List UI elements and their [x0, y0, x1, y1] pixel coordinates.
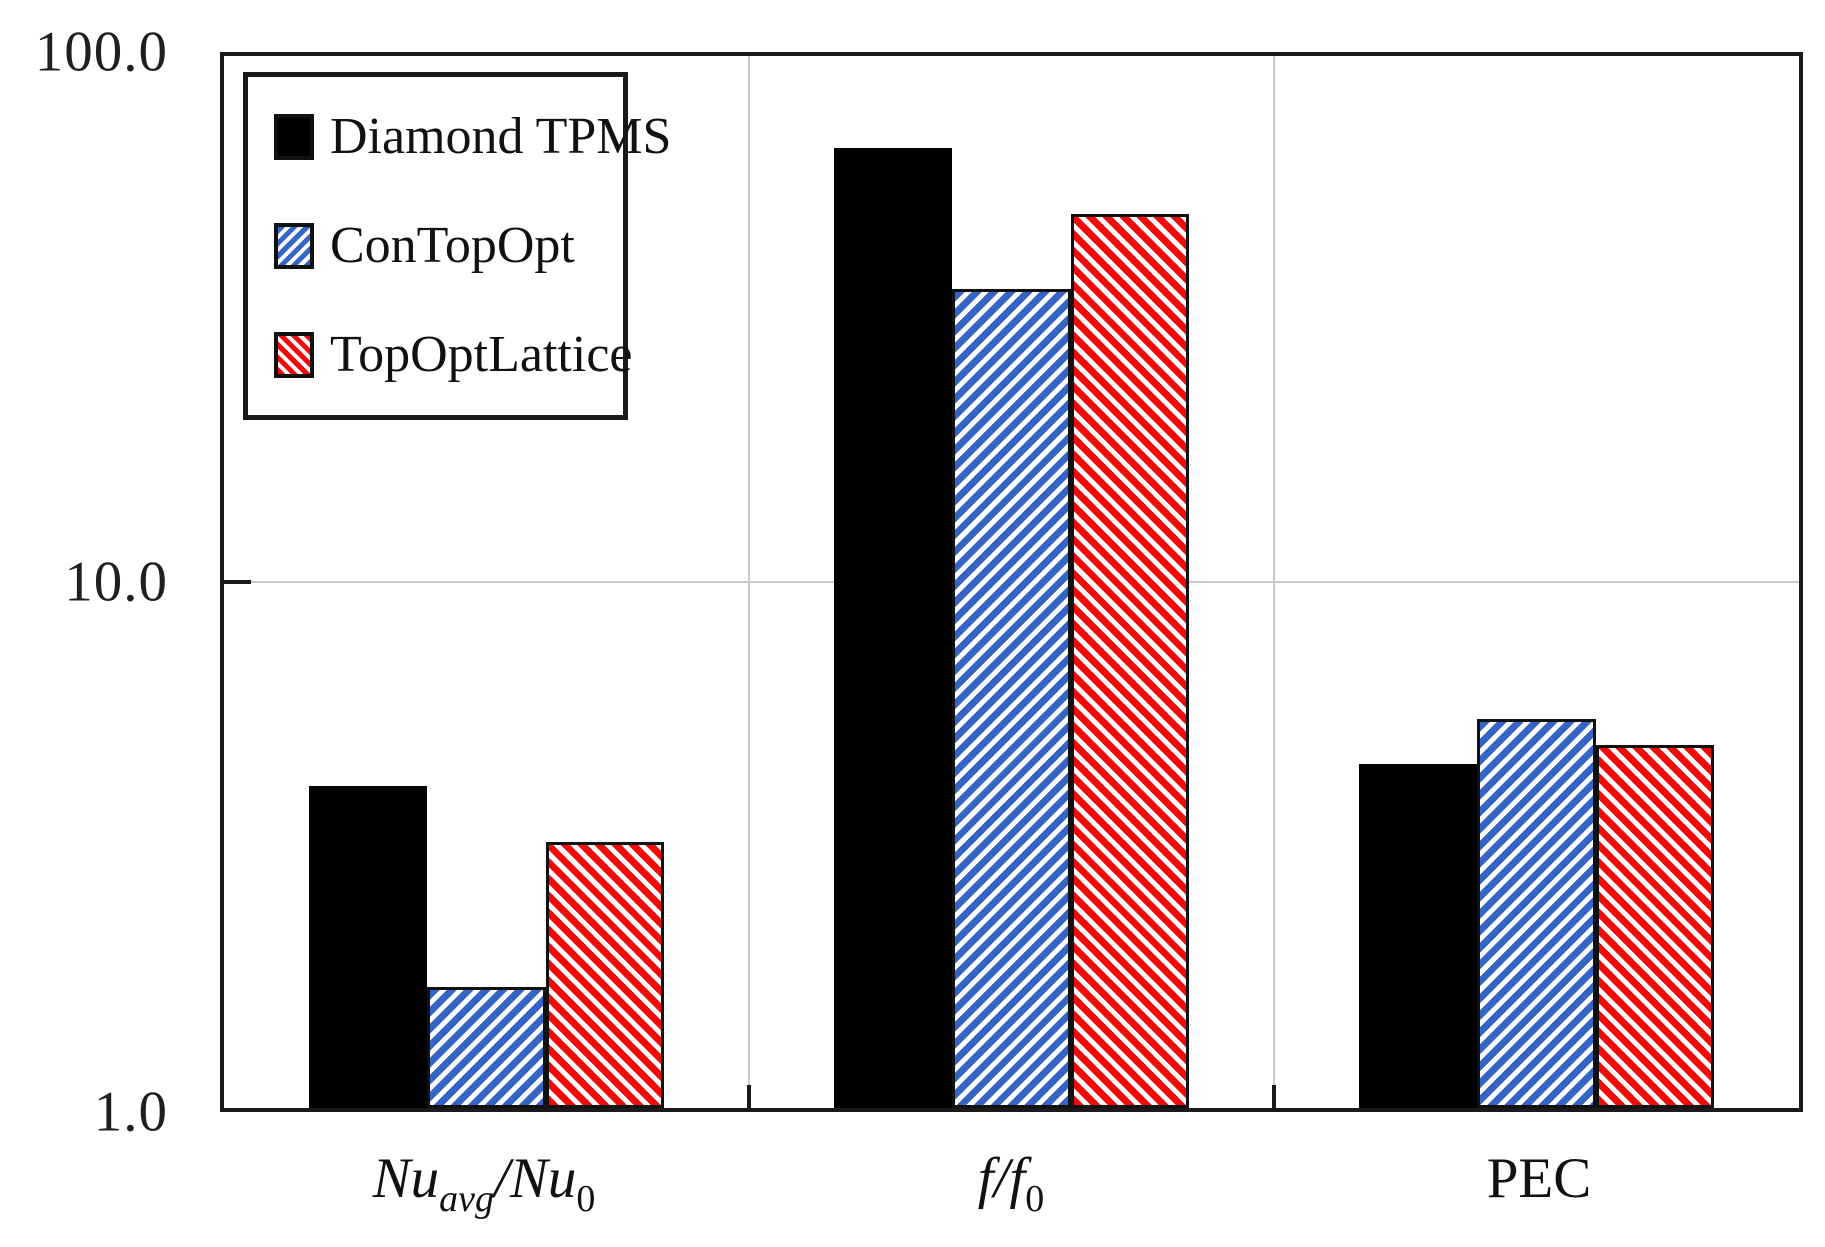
- label-part: f: [977, 1147, 994, 1210]
- legend: Diamond TPMS ConTopOpt TopOptLattice: [243, 72, 671, 420]
- x-axis-tickmark-1: [746, 1085, 751, 1108]
- label-part: f: [1009, 1147, 1026, 1210]
- legend-swatch-solid-black-icon: [274, 114, 314, 161]
- legend-item-diamond-tpms: Diamond TPMS: [274, 111, 671, 163]
- x-axis-label-f-f0: f/f0: [977, 1147, 1045, 1218]
- label-part: PEC: [1486, 1147, 1592, 1210]
- bar-contopopt-cat0: [427, 986, 546, 1108]
- x-axis-label-nuavg-nu0: Nuavg/Nu0: [372, 1147, 596, 1218]
- label-part-sub: 0: [576, 1178, 596, 1220]
- x-axis-label-pec: PEC: [1486, 1147, 1592, 1211]
- bar-topoptlattice-cat1: [1070, 214, 1189, 1108]
- bar-diamond-tpms-cat2: [1359, 764, 1478, 1108]
- gridline-category-separator-1: [747, 56, 750, 1108]
- y-axis-tick-100: 100.0: [34, 20, 168, 84]
- legend-label: ConTopOpt: [330, 216, 575, 274]
- legend-label: Diamond TPMS: [330, 108, 672, 166]
- y-axis-tickmark-10: [224, 580, 251, 584]
- label-part: Nu: [372, 1147, 440, 1210]
- bar-contopopt-cat2: [1477, 718, 1596, 1108]
- legend-swatch-blue-hatch-icon: [274, 222, 314, 269]
- x-axis-tickmark-2: [1272, 1085, 1276, 1108]
- legend-item-topoptlattice: TopOptLattice: [274, 328, 632, 381]
- label-part: /: [993, 1147, 1010, 1210]
- legend-label: TopOptLattice: [330, 325, 633, 383]
- bar-diamond-tpms-cat1: [834, 147, 953, 1108]
- legend-swatch-red-hatch-icon: [274, 331, 314, 378]
- bars-container: [224, 56, 1799, 1108]
- label-part-sub: 0: [1025, 1178, 1045, 1220]
- y-axis-tick-10: 10.0: [64, 550, 168, 614]
- bar-diamond-tpms-cat0: [309, 785, 428, 1108]
- y-axis-tick-1: 1.0: [93, 1080, 168, 1144]
- bar-topoptlattice-cat0: [545, 842, 664, 1108]
- gridline-category-separator-2: [1273, 56, 1275, 1108]
- bar-contopopt-cat1: [952, 289, 1071, 1108]
- plot-area: [220, 52, 1803, 1112]
- bar-topoptlattice-cat2: [1595, 744, 1714, 1108]
- legend-item-contopopt: ConTopOpt: [274, 216, 623, 274]
- label-part: Nu: [509, 1147, 577, 1210]
- label-part-sub: avg: [439, 1178, 495, 1220]
- label-part: /: [494, 1147, 510, 1210]
